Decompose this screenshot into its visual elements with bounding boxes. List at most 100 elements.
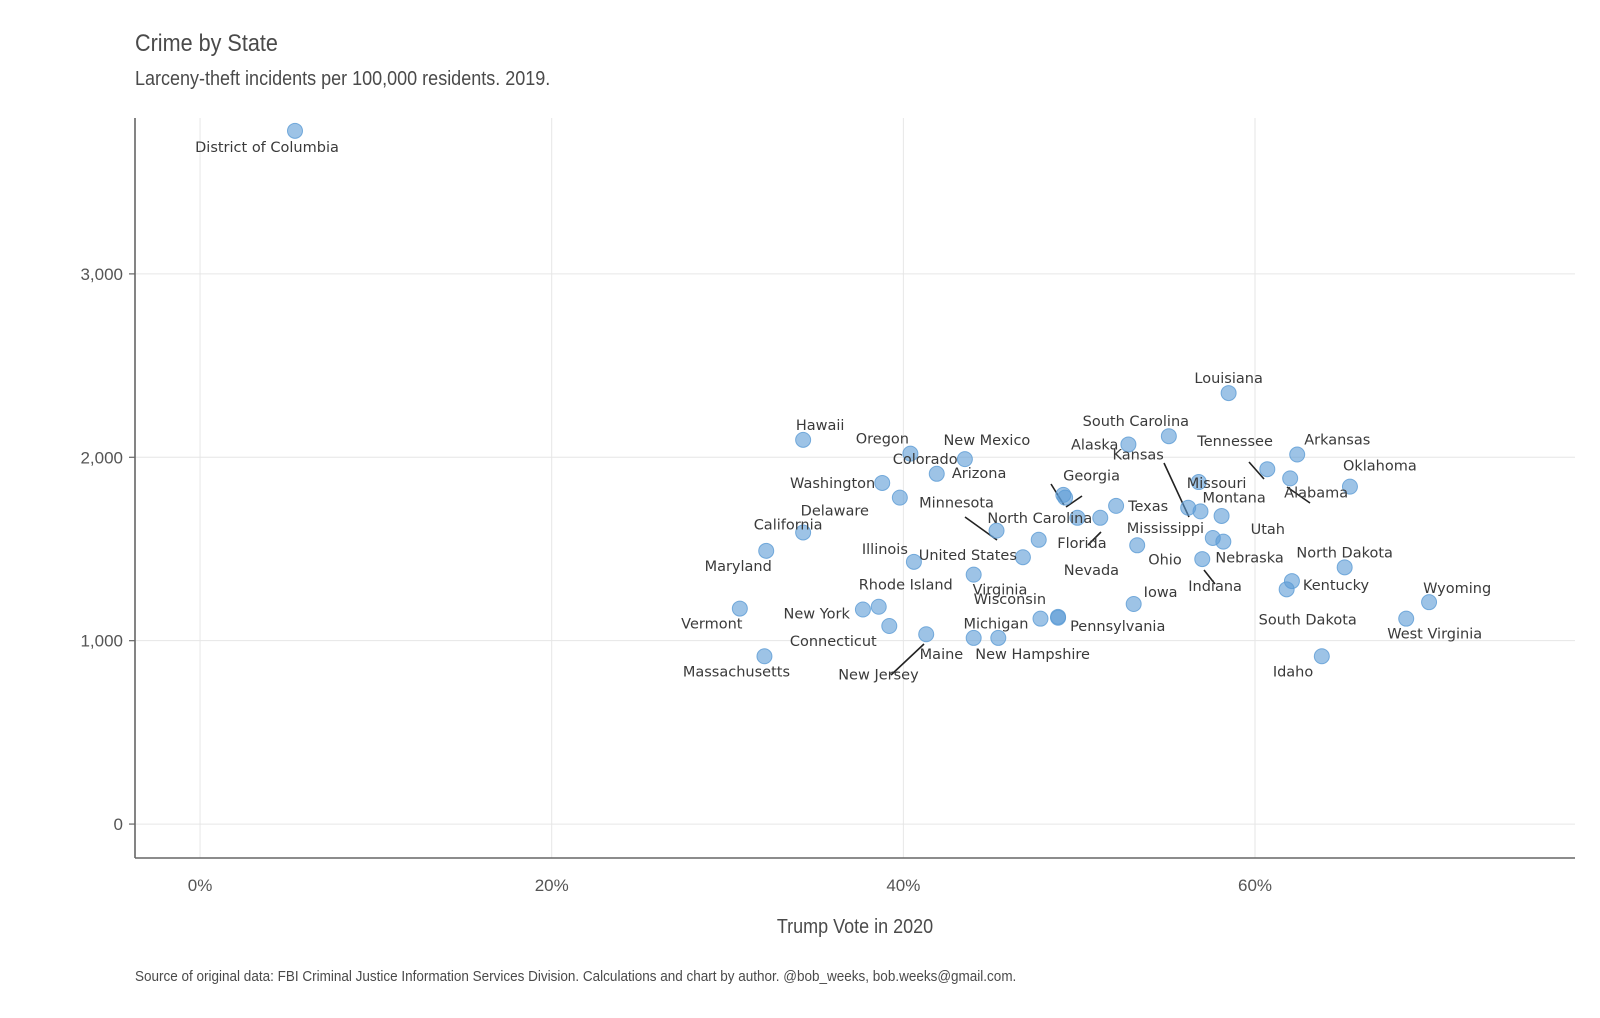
data-points	[287, 122, 1438, 665]
point-label: Massachusetts	[683, 664, 790, 680]
leader-line	[1065, 495, 1083, 508]
data-point	[881, 618, 898, 635]
data-point	[956, 451, 973, 468]
point-label: North Dakota	[1296, 545, 1393, 561]
data-point	[1108, 497, 1125, 514]
point-label: Georgia	[1063, 469, 1120, 485]
point-label: Arizona	[952, 466, 1006, 482]
point-label: Hawaii	[796, 418, 845, 434]
point-label: New Hampshire	[975, 647, 1090, 663]
data-point	[988, 522, 1005, 539]
point-label: Pennsylvania	[1070, 619, 1165, 635]
data-point	[287, 122, 303, 139]
data-point	[1190, 474, 1207, 491]
data-point	[1069, 509, 1086, 526]
point-label: Colorado	[893, 452, 958, 468]
point-label: Alaska	[1071, 437, 1118, 453]
point-label: Utah	[1251, 522, 1285, 538]
point-label: Kentucky	[1303, 578, 1370, 594]
data-point	[756, 648, 773, 665]
point-label: Illinois	[862, 542, 908, 558]
point-label: Wyoming	[1423, 581, 1491, 597]
point-label: District of Columbia	[195, 140, 339, 156]
point-label: Ohio	[1148, 552, 1182, 568]
point-label: Louisiana	[1194, 371, 1262, 387]
point-label: West Virginia	[1387, 627, 1482, 643]
point-label: North Carolina	[987, 511, 1092, 527]
data-point	[1092, 509, 1109, 526]
point-label: California	[754, 517, 823, 533]
leader-line	[1286, 486, 1311, 504]
data-point	[1129, 537, 1146, 554]
data-point	[870, 598, 887, 615]
data-point	[918, 626, 935, 643]
data-point	[1220, 385, 1237, 402]
point-label: United States	[919, 548, 1017, 564]
data-point	[1215, 533, 1232, 550]
data-point	[1259, 461, 1276, 478]
data-point	[1398, 610, 1415, 627]
data-point	[1289, 446, 1306, 463]
point-label: Kansas	[1113, 448, 1164, 464]
point-label: Vermont	[681, 617, 743, 633]
x-tick-label: 0%	[188, 876, 213, 895]
point-label: Delaware	[801, 504, 869, 520]
point-label: Maryland	[705, 559, 772, 575]
data-point	[731, 600, 748, 617]
point-label: Nebraska	[1215, 551, 1283, 567]
x-tick-label: 60%	[1238, 876, 1272, 895]
data-point	[1282, 470, 1299, 487]
point-label: Minnesota	[919, 496, 994, 512]
grid-lines	[135, 118, 1575, 858]
data-point	[928, 465, 945, 482]
point-label: Iowa	[1144, 585, 1178, 601]
point-label: South Carolina	[1083, 414, 1189, 430]
point-label: Tennessee	[1196, 434, 1273, 450]
data-point	[891, 489, 908, 506]
data-point	[1160, 428, 1177, 445]
point-label: Oregon	[856, 432, 909, 448]
point-label: Maine	[920, 647, 964, 663]
point-label: Virginia	[973, 583, 1028, 599]
point-label: Wisconsin	[974, 592, 1046, 608]
data-point	[1120, 436, 1137, 453]
data-point	[758, 542, 775, 559]
point-label: Nevada	[1064, 563, 1119, 579]
point-label: Texas	[1127, 499, 1168, 515]
data-point	[1014, 549, 1031, 566]
point-label: Michigan	[963, 617, 1028, 633]
data-point	[1057, 489, 1074, 506]
x-tick-label: 20%	[535, 876, 569, 895]
axes	[134, 118, 1575, 859]
y-tick-label: 1,000	[80, 632, 123, 651]
point-label: Missouri	[1187, 476, 1247, 492]
leader-line	[1203, 569, 1216, 585]
chart-title: Crime by State	[135, 30, 278, 57]
data-point	[795, 431, 812, 448]
data-point	[1213, 507, 1230, 524]
point-label: Arkansas	[1304, 433, 1370, 449]
point-label: South Dakota	[1259, 612, 1357, 628]
leader-line	[1248, 461, 1265, 480]
data-point	[1278, 581, 1295, 598]
data-point	[1194, 551, 1211, 568]
data-point	[1125, 595, 1142, 612]
leader-line	[1087, 531, 1102, 546]
y-tick-label: 2,000	[80, 448, 123, 467]
point-label: Florida	[1057, 536, 1106, 552]
point-label: Indiana	[1188, 579, 1242, 595]
data-point	[1030, 531, 1047, 548]
data-point	[965, 566, 982, 583]
point-label: New Mexico	[943, 433, 1030, 449]
data-point	[854, 601, 871, 618]
chart-subtitle: Larceny-theft incidents per 100,000 resi…	[135, 68, 551, 90]
data-point	[1032, 610, 1049, 627]
y-tick-label: 3,000	[80, 265, 123, 284]
x-axis-title: Trump Vote in 2020	[777, 916, 933, 938]
y-tick-label: 0	[114, 815, 123, 834]
axis-ticks: 0% 20% 40% 60% 0 1,000 2,000 3,000	[80, 265, 1272, 895]
point-label: New Jersey	[838, 667, 919, 683]
point-label: Rhode Island	[859, 578, 953, 594]
data-point	[990, 629, 1007, 646]
data-point	[965, 629, 982, 646]
